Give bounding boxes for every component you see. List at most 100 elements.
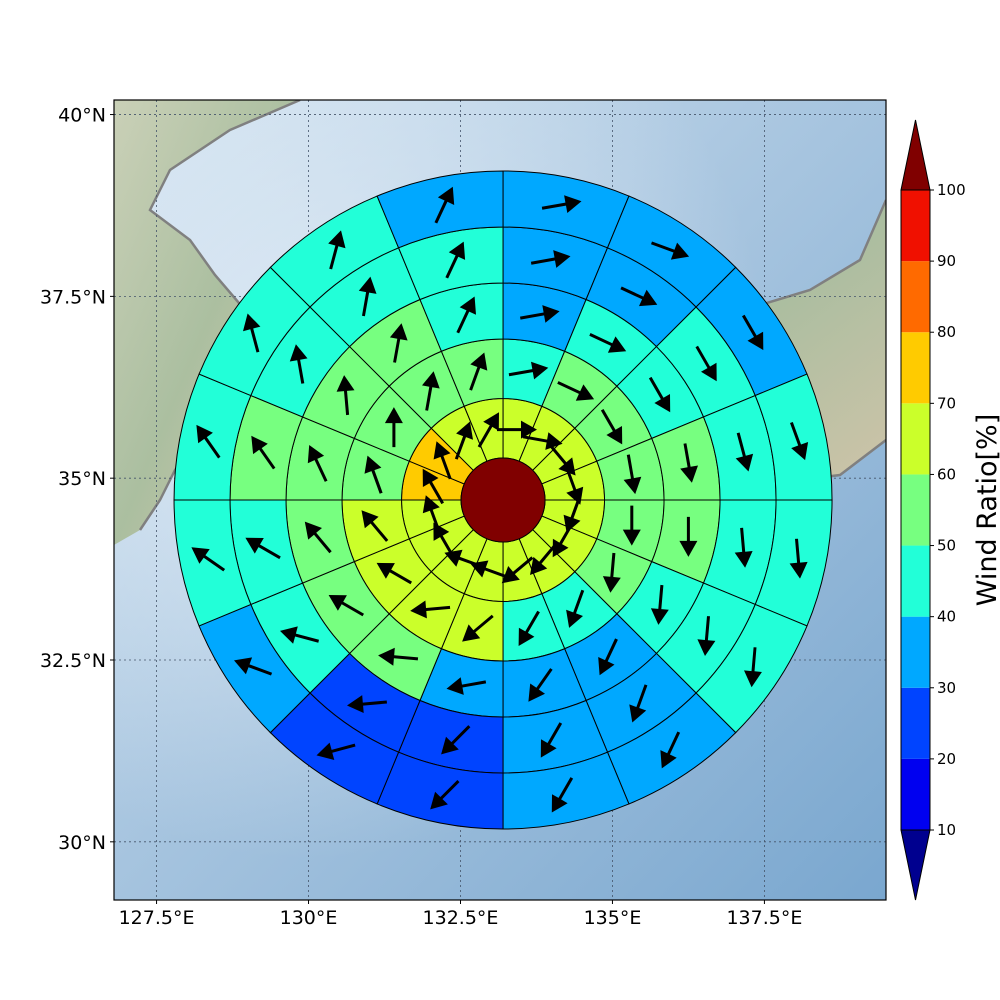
wind-arrow-r4-s10	[280, 626, 319, 644]
wind-arrow-r5-s13	[243, 313, 261, 353]
wind-arrow-r1-s6	[530, 543, 557, 575]
wind-arrow-r1-s7	[501, 556, 534, 584]
wind-arrow-r5-s7	[551, 777, 574, 813]
wind-arrow-r5-s12	[196, 424, 221, 459]
colorbar-tick-label: 20	[937, 750, 956, 768]
wind-arrow-r4-s15	[445, 241, 466, 279]
y-axis-ticks: 40°N 37.5°N 35°N 32.5°N 30°N	[40, 105, 114, 854]
x-tick-label: 132.5°E	[423, 907, 499, 929]
colorbar-segment	[901, 545, 930, 617]
colorbar-outline	[900, 189, 931, 831]
wind-arrow-r3-s10	[328, 595, 364, 617]
wind-arrow-r2-s4	[622, 505, 641, 546]
wind-arrow-r3-s2	[648, 376, 671, 413]
wind-arrow-r4-s11	[245, 537, 281, 560]
wind-arrow-r2-s7	[518, 610, 540, 646]
colorbar-segment	[901, 687, 930, 759]
colorbar-tick-label: 30	[937, 679, 956, 697]
wind-arrow-r2-s6	[566, 589, 585, 628]
wind-ratio-sectors	[174, 170, 833, 830]
wind-arrow-r5-s9	[316, 742, 356, 760]
wind-arrow-r5-s2	[742, 314, 764, 351]
wind-arrow-r3-s1	[589, 333, 627, 353]
wind-arrow-r5-s5	[744, 647, 762, 688]
colorbar-label: Wind Ratio[%]	[972, 414, 1000, 606]
wind-arrow-r3-s14	[389, 323, 408, 363]
x-tick-label: 130°E	[280, 907, 338, 929]
wind-direction-arrows	[191, 186, 809, 813]
wind-arrow-r4-s2	[695, 345, 717, 382]
colorbar-tick-label: 10	[937, 821, 956, 839]
wind-arrow-r2-s8	[462, 614, 494, 642]
colorbar-extend-min	[900, 829, 931, 901]
wind-arrow-r5-s4	[789, 538, 808, 579]
colorbar-tick-label: 70	[937, 394, 956, 412]
wind-arrow-r1-s2	[548, 443, 576, 476]
wind-arrow-r1-s1	[522, 432, 563, 450]
wind-arrow-r3-s7	[528, 668, 553, 702]
wind-arrow-r1-s4	[563, 494, 582, 533]
wind-arrow-r4-s0	[530, 250, 571, 268]
wind-arrow-r2-s14	[422, 371, 440, 411]
wind-arrow-r4-s5	[697, 616, 716, 656]
wind-arrow-r5-s14	[328, 230, 346, 270]
wind-arrow-r3-s15	[456, 296, 476, 334]
wind-arrow-r2-s12	[364, 455, 383, 494]
colorbar-segment	[901, 332, 930, 404]
wind-arrow-r2-s2	[600, 409, 623, 445]
x-tick-label: 135°E	[584, 907, 642, 929]
wind-arrow-r3-s3	[680, 443, 698, 483]
colorbar-tick-label: 50	[937, 537, 956, 555]
wind-arrow-r2-s13	[384, 407, 403, 448]
colorbar: 10 20 30 40 50 60 70 80 90 100 Wind Ratio[%]	[900, 119, 1000, 901]
wind-arrow-r3-s11	[304, 521, 332, 554]
wind-arrow-r5-s1	[651, 241, 690, 260]
colorbar-extend-max	[900, 119, 931, 191]
colorbar-segment	[901, 261, 930, 333]
wind-arrow-r4-s7	[540, 722, 563, 758]
colorbar-tick-label: 80	[937, 323, 956, 341]
x-tick-label: 137.5°E	[726, 907, 802, 929]
wind-arrow-r5-s15	[434, 186, 455, 224]
wind-arrow-r3-s5	[650, 584, 669, 625]
colorbar-segment	[901, 616, 930, 688]
wind-arrow-r2-s1	[557, 381, 595, 401]
wind-arrow-r1-s9	[444, 549, 483, 568]
wind-arrow-r4-s12	[251, 435, 276, 470]
y-tick-label: 40°N	[58, 105, 106, 127]
colorbar-tick-label: 100	[937, 181, 966, 199]
y-tick-label: 32.5°N	[40, 650, 106, 672]
colorbar-tick-label: 90	[937, 252, 956, 270]
center-disc	[460, 457, 546, 543]
wind-arrow-r1-s12	[422, 468, 444, 505]
wind-arrow-r3-s9	[378, 647, 419, 666]
wind-arrow-r5-s11	[191, 547, 226, 572]
wind-arrow-r5-s3	[790, 422, 809, 461]
wind-arrow-r2-s11	[361, 510, 389, 542]
colorbar-segment	[901, 190, 930, 262]
y-tick-label: 35°N	[58, 468, 106, 490]
wind-arrow-r4-s6	[629, 684, 648, 723]
wind-arrow-r5-s8	[430, 780, 460, 810]
wind-arrow-r4-s4	[734, 527, 753, 568]
wind-arrow-r3-s6	[598, 638, 618, 676]
colorbar-segment	[901, 758, 930, 830]
wind-arrow-r1-s14	[454, 421, 473, 460]
wind-arrow-r3-s0	[520, 305, 560, 323]
wind-arrow-r4-s14	[358, 276, 377, 317]
colorbar-segment	[901, 403, 930, 475]
sector-r5-s15	[376, 170, 504, 249]
wind-arrow-r2-s9	[410, 600, 451, 619]
y-tick-label: 30°N	[58, 832, 106, 854]
wind-arrow-r2-s0	[508, 361, 549, 380]
wind-arrow-r1-s13	[433, 441, 452, 480]
wind-arrow-r3-s12	[307, 445, 328, 482]
wind-arrow-r2-s3	[623, 454, 642, 495]
wind-arrow-r5-s10	[234, 657, 273, 676]
wind-arrow-r4-s1	[620, 286, 658, 307]
wind-arrow-r4-s3	[735, 432, 754, 472]
wind-arrow-r2-s10	[376, 562, 412, 585]
wind-arrow-r5-s0	[541, 195, 582, 213]
colorbar-segment	[901, 474, 930, 546]
